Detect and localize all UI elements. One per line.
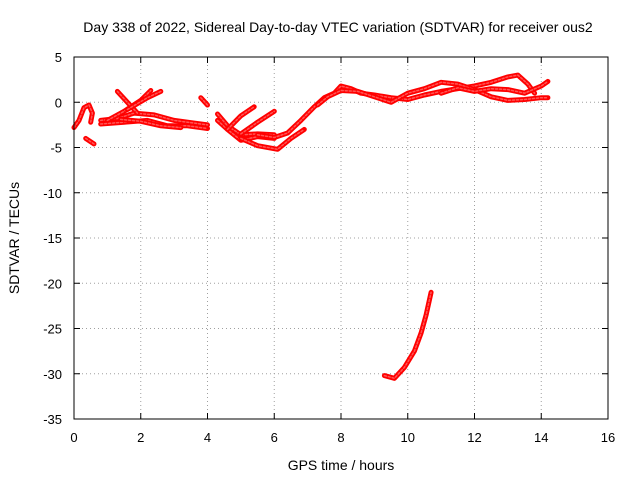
series-trace-1-markers — [73, 104, 94, 129]
y-tick-label: 0 — [55, 95, 62, 110]
x-axis-label: GPS time / hours — [288, 457, 395, 473]
x-tick-label: 16 — [601, 430, 615, 445]
series-trace-3-markers — [99, 112, 209, 126]
series-trace-15-markers — [256, 74, 536, 139]
y-tick-label: 5 — [55, 50, 62, 65]
series-trace-8-markers — [119, 118, 182, 129]
x-tick-label: 2 — [137, 430, 144, 445]
y-tick-label: -30 — [43, 367, 62, 382]
series-trace-15 — [255, 72, 538, 140]
x-tick-label: 6 — [271, 430, 278, 445]
series-trace-17-markers — [440, 80, 549, 94]
y-tick-label: -35 — [43, 412, 62, 427]
x-tick-label: 8 — [337, 430, 344, 445]
y-axis-label: SDTVAR / TECUs — [6, 182, 22, 294]
chart-title: Day 338 of 2022, Sidereal Day-to-day VTE… — [83, 19, 593, 35]
series-trace-18-markers — [383, 291, 432, 380]
y-tick-label: -20 — [43, 276, 62, 291]
series-trace-9-markers — [200, 96, 209, 106]
series-trace-12-markers — [226, 106, 255, 131]
y-tick-label: -15 — [43, 231, 62, 246]
x-tick-label: 12 — [467, 430, 481, 445]
axis-ticks: 0 2 4 6 8 10 12 14 16 5 0 -5 -10 -15 -20 -25 -30 -35 — [43, 50, 615, 445]
series-trace-13-markers — [240, 110, 276, 135]
data-series — [71, 72, 551, 381]
series-trace-6-markers — [116, 90, 139, 114]
y-tick-label: -25 — [43, 322, 62, 337]
x-tick-label: 4 — [204, 430, 211, 445]
series-trace-14-markers — [240, 128, 306, 151]
plot-frame — [73, 56, 609, 420]
y-tick-label: -5 — [50, 141, 62, 156]
series-trace-7-markers — [126, 90, 162, 111]
series-trace-16-markers — [316, 81, 549, 106]
x-tick-label: 10 — [401, 430, 415, 445]
series-trace-2-markers — [84, 137, 95, 145]
grid — [74, 57, 608, 419]
y-tick-label: -10 — [43, 186, 62, 201]
x-tick-label: 0 — [70, 430, 77, 445]
x-tick-label: 14 — [534, 430, 548, 445]
